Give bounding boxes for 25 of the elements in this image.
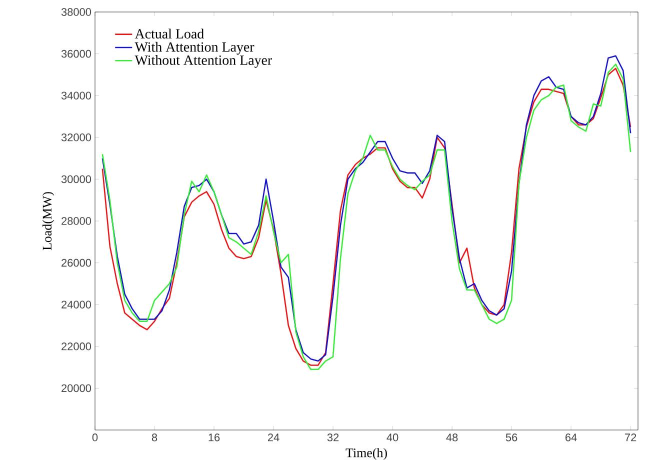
x-tick-label: 24 — [268, 434, 280, 442]
x-tick-label: 0 — [92, 434, 98, 442]
x-tick-label: 64 — [566, 434, 577, 442]
y-tick-label: 34000 — [61, 92, 92, 100]
x-tick-label: 56 — [506, 434, 518, 442]
x-axis-title: Time(h) — [346, 448, 387, 460]
y-tick-label: 28000 — [62, 217, 92, 225]
y-tick-label: 38000 — [61, 8, 92, 16]
y-tick-label: 22000 — [62, 342, 92, 350]
legend-label: With Attention Layer — [134, 42, 254, 55]
x-tick-label: 72 — [625, 434, 636, 442]
x-tick-label: 32 — [327, 434, 339, 442]
x-tick-label: 48 — [446, 434, 458, 442]
y-axis-title: Load(MW) — [42, 192, 54, 250]
y-tick-label: 30000 — [61, 175, 92, 184]
legend-label: Without Attention Layer — [134, 55, 272, 68]
x-tick-label: 8 — [152, 434, 158, 442]
x-tick-label: 40 — [386, 434, 398, 442]
legend-label: Actual Load — [134, 28, 204, 39]
y-tick-label: 36000 — [61, 50, 92, 58]
y-tick-label: 20000 — [62, 384, 92, 392]
x-tick-label: 16 — [208, 434, 220, 442]
y-tick-label: 26000 — [62, 258, 92, 267]
y-tick-label: 24000 — [62, 300, 92, 308]
y-tick-label: 32000 — [61, 134, 92, 142]
